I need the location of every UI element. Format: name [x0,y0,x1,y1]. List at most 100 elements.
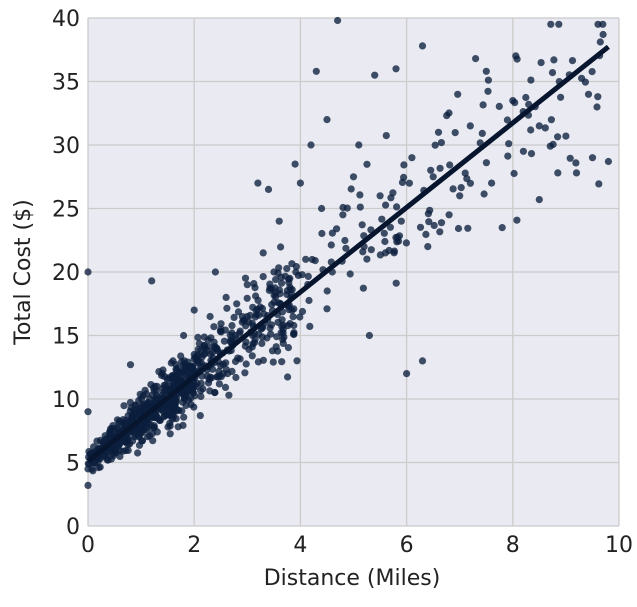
data-point [127,404,135,412]
data-point [323,305,331,313]
data-point [371,71,379,79]
data-point [190,306,198,314]
x-tick-label: 6 [400,533,414,558]
data-point [302,255,310,263]
data-point [334,16,342,25]
data-point [402,239,410,247]
data-point [367,246,375,254]
data-point [134,449,142,457]
data-point [594,93,602,101]
data-point [341,236,349,245]
data-point [327,241,335,249]
data-point [445,211,453,219]
data-point [572,159,580,167]
data-point [554,133,562,141]
data-point [549,140,557,148]
data-point [599,30,607,39]
data-point [126,398,134,407]
data-point [283,265,291,273]
data-point [416,223,425,231]
data-point [392,279,400,287]
data-point [245,345,253,354]
data-point [212,345,220,353]
data-point [231,357,240,366]
data-point [217,320,225,328]
data-point [268,301,276,309]
data-point [427,166,435,174]
data-point [223,304,231,312]
data-point [189,383,197,391]
data-point [120,419,128,428]
data-point [254,305,262,313]
data-point [503,116,511,124]
y-tick-label: 20 [52,261,80,286]
data-point [436,164,444,172]
data-point [346,270,354,278]
data-point [424,243,432,251]
data-point [199,385,207,393]
data-point [84,408,92,416]
data-point [511,99,519,107]
data-point [318,229,326,238]
data-point [159,366,167,374]
data-point [177,352,185,360]
data-point [446,161,454,169]
data-point [222,293,230,301]
data-point [385,246,393,255]
data-point [278,358,286,366]
data-point [430,221,438,230]
data-point [376,251,384,259]
data-point [349,173,358,181]
data-point [488,179,496,187]
data-point [195,339,203,348]
data-point [243,313,251,321]
data-point [513,55,521,63]
data-point [568,57,577,65]
data-point [390,247,398,255]
data-point [259,249,267,257]
data-point [298,307,307,316]
data-point [422,230,430,238]
data-point [339,211,347,219]
data-point [231,331,239,340]
data-point [243,281,251,289]
data-point [286,320,294,328]
data-point [99,438,107,446]
data-point [451,129,459,137]
data-point [275,217,283,225]
data-point [172,360,180,369]
x-tick-label: 0 [81,533,95,558]
data-point [504,152,512,160]
data-point [347,185,355,193]
data-point [425,218,433,226]
data-point [136,390,144,398]
data-point [365,331,373,340]
data-point [290,330,298,339]
data-point [541,124,549,132]
data-point [555,20,563,28]
y-tick-label: 15 [52,325,80,350]
data-point [232,373,240,382]
data-point [434,128,443,136]
data-point [215,380,223,388]
data-point [572,169,581,177]
data-point [305,296,313,305]
x-tick-labels: 0 2 4 6 8 10 [81,533,633,558]
data-point [259,356,267,364]
data-point [382,132,390,140]
data-point [292,263,300,271]
data-point [547,116,556,124]
x-tick-label: 10 [605,533,633,558]
data-point [275,264,283,272]
data-point [272,276,280,284]
data-point [484,76,492,84]
data-point [554,169,562,177]
data-point [363,255,371,263]
data-point [400,173,408,181]
data-point [106,428,114,436]
data-point [138,423,146,431]
data-point [535,196,543,204]
data-point [194,345,202,353]
data-point [376,192,384,200]
